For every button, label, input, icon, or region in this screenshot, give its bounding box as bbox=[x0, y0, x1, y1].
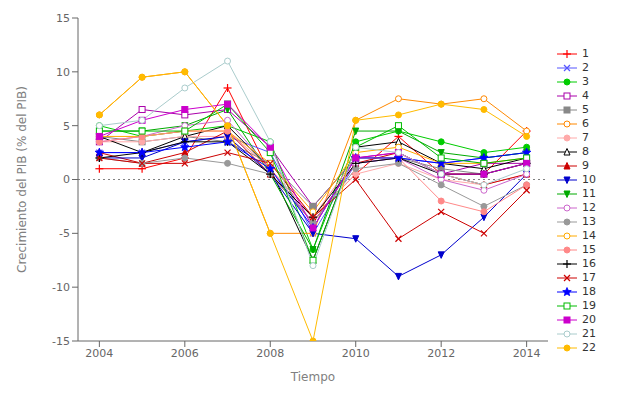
html-text:6: 6 bbox=[582, 117, 589, 130]
html-text:13: 13 bbox=[582, 215, 596, 228]
html-text:3: 3 bbox=[582, 75, 589, 88]
html-text:12: 12 bbox=[582, 201, 596, 214]
html-text:10: 10 bbox=[582, 173, 596, 186]
html-text:16: 16 bbox=[582, 257, 596, 270]
svg-text:10: 10 bbox=[56, 66, 70, 79]
html-text:15: 15 bbox=[582, 243, 596, 256]
svg-text:Crecimiento del PIB (% del PIB: Crecimiento del PIB (% del PIB) bbox=[15, 86, 29, 273]
html-text:8: 8 bbox=[582, 145, 589, 158]
html-text:19: 19 bbox=[582, 299, 596, 312]
svg-text:-15: -15 bbox=[52, 335, 70, 348]
html-text:22: 22 bbox=[582, 341, 596, 354]
html-text:11: 11 bbox=[582, 187, 596, 200]
html-text:1: 1 bbox=[582, 47, 589, 60]
html-text:2: 2 bbox=[582, 61, 589, 74]
html-text:20: 20 bbox=[582, 313, 596, 326]
html-text:5: 5 bbox=[582, 103, 589, 116]
svg-text:2006: 2006 bbox=[171, 347, 199, 360]
svg-text:-10: -10 bbox=[52, 281, 70, 294]
html-text:21: 21 bbox=[582, 327, 596, 340]
svg-text:Tiempo: Tiempo bbox=[290, 370, 335, 384]
svg-text:-5: -5 bbox=[59, 227, 70, 240]
svg-text:2008: 2008 bbox=[256, 347, 284, 360]
html-text:14: 14 bbox=[582, 229, 596, 242]
html-text:7: 7 bbox=[582, 131, 589, 144]
svg-text:5: 5 bbox=[63, 120, 70, 133]
svg-text:2004: 2004 bbox=[85, 347, 113, 360]
svg-text:2012: 2012 bbox=[427, 347, 455, 360]
svg-text:15: 15 bbox=[56, 12, 70, 25]
html-text:18: 18 bbox=[582, 285, 596, 298]
html-text:17: 17 bbox=[582, 271, 596, 284]
html-text:9: 9 bbox=[582, 159, 589, 172]
svg-text:2014: 2014 bbox=[513, 347, 541, 360]
svg-text:2010: 2010 bbox=[342, 347, 370, 360]
svg-text:0: 0 bbox=[63, 173, 70, 186]
html-text:4: 4 bbox=[582, 89, 589, 102]
